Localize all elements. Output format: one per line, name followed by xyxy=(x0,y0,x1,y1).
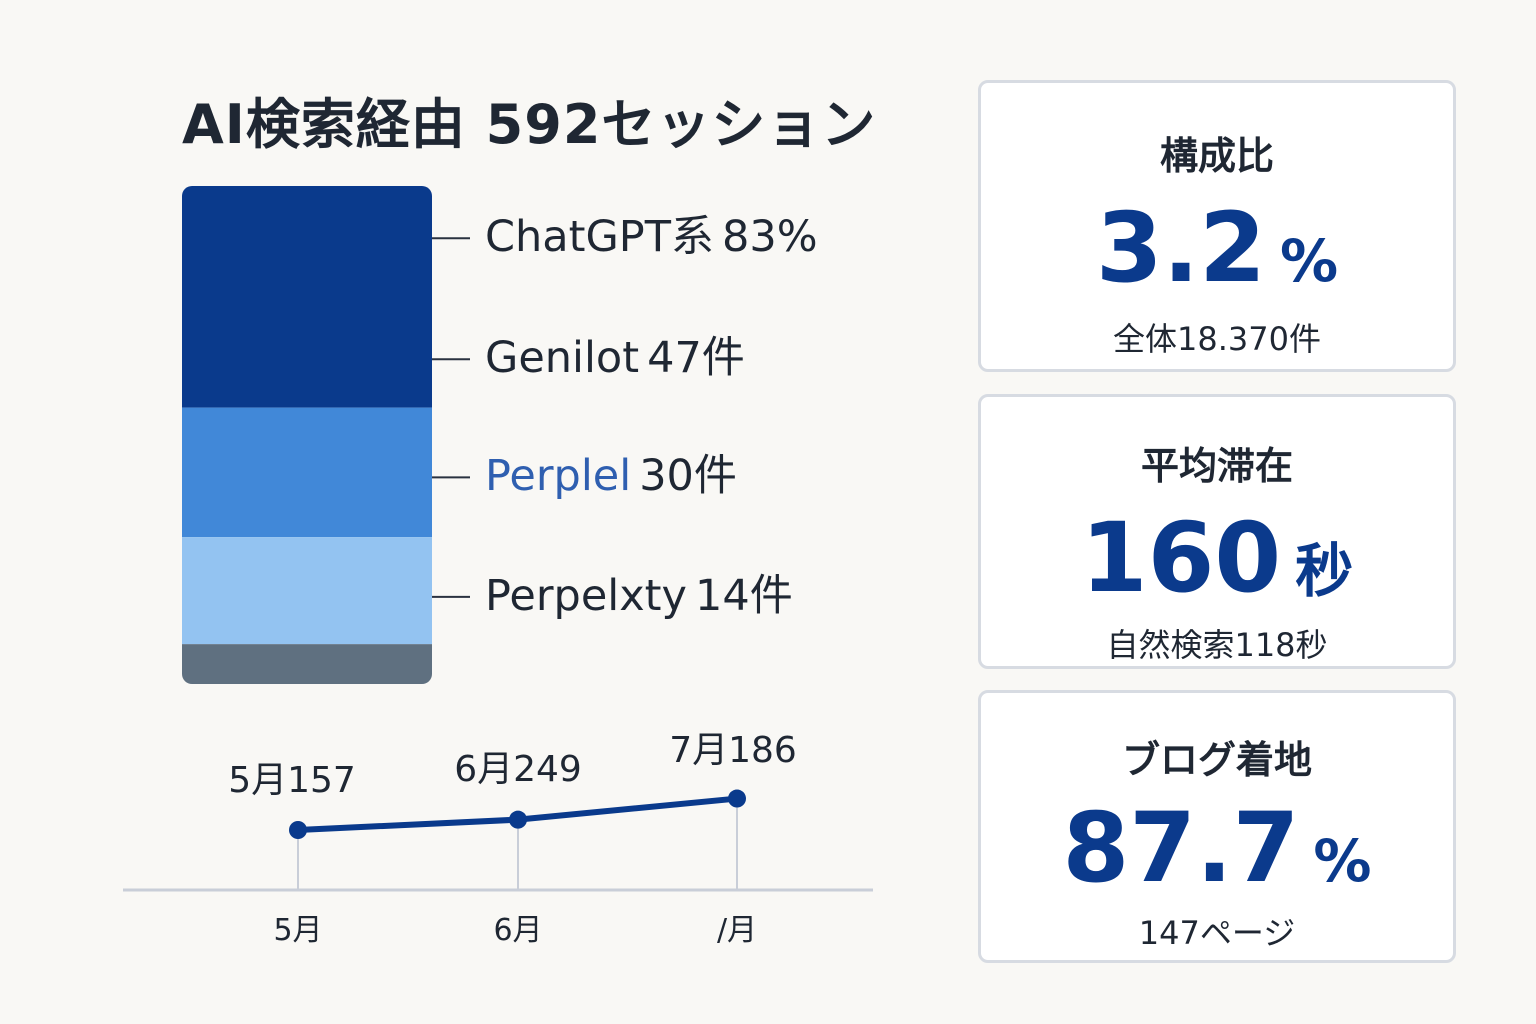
x-tick-label-2: /月 xyxy=(716,913,758,948)
segment-name-2: Perplel xyxy=(485,451,632,502)
card-blog-landing-label: ブログ着地 xyxy=(1121,738,1312,782)
card-avg-stay-value: 160 秒 xyxy=(981,510,1453,606)
stack-segment-2 xyxy=(182,537,432,645)
segment-name-0: ChatGPT系 xyxy=(485,212,715,263)
segment-label-2: Perplel 30件 xyxy=(485,455,737,498)
point-label-0: 5月157 xyxy=(228,760,356,801)
card-share-label: 構成比 xyxy=(1159,134,1274,178)
card-avg-stay: 平均滞在 160 秒 自然検索118秒 xyxy=(978,394,1456,669)
card-share-value: 3.2% xyxy=(981,200,1453,296)
stack-segment-0 xyxy=(182,186,432,408)
segment-value-0: 83% xyxy=(722,212,818,263)
data-point-0 xyxy=(289,821,307,839)
card-share-sub: 全体18.370件 xyxy=(1113,320,1321,358)
segment-label-1: Genilot 47件 xyxy=(485,337,745,380)
card-blog-landing-number: 87.7 xyxy=(1062,792,1300,904)
card-blog-landing-unit: % xyxy=(1313,827,1372,895)
data-point-1 xyxy=(509,810,527,829)
monthly-line-chart xyxy=(123,789,873,892)
segment-value-2: 30件 xyxy=(639,451,737,502)
data-point-2 xyxy=(728,789,746,808)
stack-segment-3 xyxy=(182,644,432,684)
card-blog-landing-value: 87.7% xyxy=(981,800,1453,896)
segment-label-0: ChatGPT系 83% xyxy=(485,216,818,259)
card-avg-stay-label: 平均滞在 xyxy=(1140,444,1293,488)
card-avg-stay-unit: 秒 xyxy=(1295,537,1354,605)
card-avg-stay-number: 160 xyxy=(1080,502,1282,614)
stacked-bar-chart xyxy=(182,186,470,684)
point-label-1: 6月249 xyxy=(454,749,582,790)
point-label-2: 7月186 xyxy=(669,730,797,771)
segment-value-3: 14件 xyxy=(694,570,793,621)
card-blog-landing-sub: 147ページ xyxy=(1138,914,1296,952)
card-share-number: 3.2 xyxy=(1095,192,1266,304)
card-share: 構成比 3.2% 全体18.370件 xyxy=(978,80,1456,372)
card-avg-stay-sub: 自然検索118秒 xyxy=(1106,626,1328,664)
segment-label-3: Perpelxty 14件 xyxy=(485,574,793,618)
segment-name-1: Genilot xyxy=(485,333,640,384)
segment-name-3: Perpelxty xyxy=(485,570,687,621)
segment-value-1: 47件 xyxy=(647,333,745,384)
chart-title: AI検索経由 592セッション xyxy=(182,93,877,156)
stack-segment-1 xyxy=(182,407,432,538)
card-share-unit: % xyxy=(1279,227,1339,295)
x-tick-label-1: 6月 xyxy=(493,913,543,948)
card-blog-landing: ブログ着地 87.7% 147ページ xyxy=(978,690,1456,963)
x-tick-label-0: 5月 xyxy=(273,913,323,948)
